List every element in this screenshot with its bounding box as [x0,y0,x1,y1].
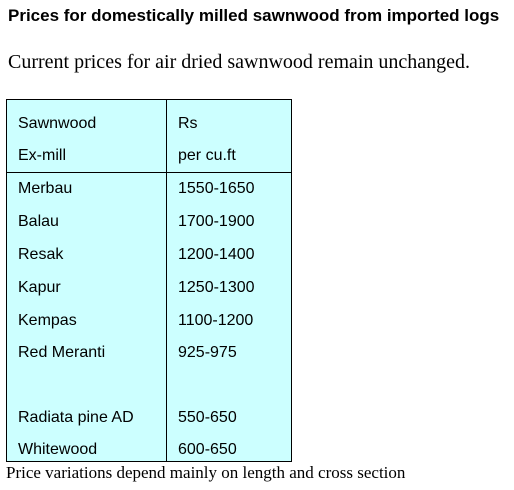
row-species-radiata-pine: Radiata pine AD [18,409,134,426]
page-subheading: Current prices for air dried sawnwood re… [8,51,471,73]
row-price-radiata-pine: 550-650 [178,409,237,426]
header-ex-mill: Ex-mill [18,147,66,164]
row-price-merbau: 1550-1650 [178,180,255,197]
header-unit: per cu.ft [178,147,236,164]
row-species-balau: Balau [18,213,59,230]
row-price-kempas: 1100-1200 [178,312,254,329]
footnote: Price variations depend mainly on length… [6,463,406,482]
row-price-red-meranti: 925-975 [178,344,237,361]
row-price-kapur: 1250-1300 [178,279,255,296]
row-price-whitewood: 600-650 [178,441,237,458]
row-species-red-meranti: Red Meranti [18,344,106,361]
row-species-kempas: Kempas [18,312,77,329]
row-price-resak: 1200-1400 [178,246,255,263]
row-species-resak: Resak [18,246,64,263]
price-table: Sawnwood Ex-mill Rs per cu.ft Merbau 155… [6,99,292,462]
row-price-balau: 1700-1900 [178,213,255,230]
header-divider [7,172,291,173]
column-divider [166,100,167,461]
header-currency: Rs [178,115,198,132]
header-sawnwood: Sawnwood [18,115,97,132]
row-species-kapur: Kapur [18,279,61,296]
page-heading: Prices for domestically milled sawnwood … [8,6,500,25]
row-species-whitewood: Whitewood [18,441,98,458]
row-species-merbau: Merbau [18,180,73,197]
